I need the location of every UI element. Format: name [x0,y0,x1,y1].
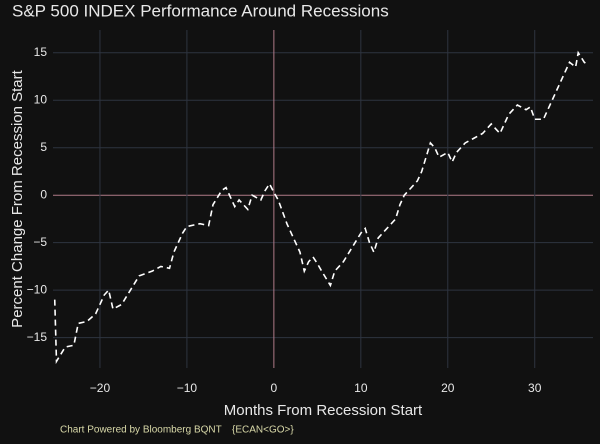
footer: Chart Powered by Bloomberg BQNT [60,425,222,436]
x-tick-label: −10 [177,381,198,395]
x-tick-label: 0 [271,381,278,395]
x-tick-label: 30 [528,381,542,395]
x-axis-label: Months From Recession Start [224,402,423,419]
y-tick-label: 5 [40,140,47,154]
y-axis-label: Percent Change From Recession Start [9,69,26,327]
chart-title: S&P 500 INDEX Performance Around Recessi… [12,1,389,20]
y-tick-label: −15 [27,330,48,344]
y-tick-label: 0 [40,187,47,201]
x-tick-label: −20 [90,381,111,395]
y-tick-label: −5 [33,235,47,249]
x-tick-label: 10 [354,381,368,395]
x-tick-label: 20 [441,381,455,395]
y-tick-label: 10 [34,92,48,106]
y-tick-label: −10 [27,282,48,296]
y-tick-label: 15 [34,45,48,59]
footer-code: {ECAN<GO>} [232,425,294,436]
data-line [53,50,588,365]
